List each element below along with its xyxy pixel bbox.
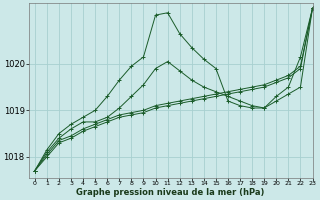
- X-axis label: Graphe pression niveau de la mer (hPa): Graphe pression niveau de la mer (hPa): [76, 188, 265, 197]
